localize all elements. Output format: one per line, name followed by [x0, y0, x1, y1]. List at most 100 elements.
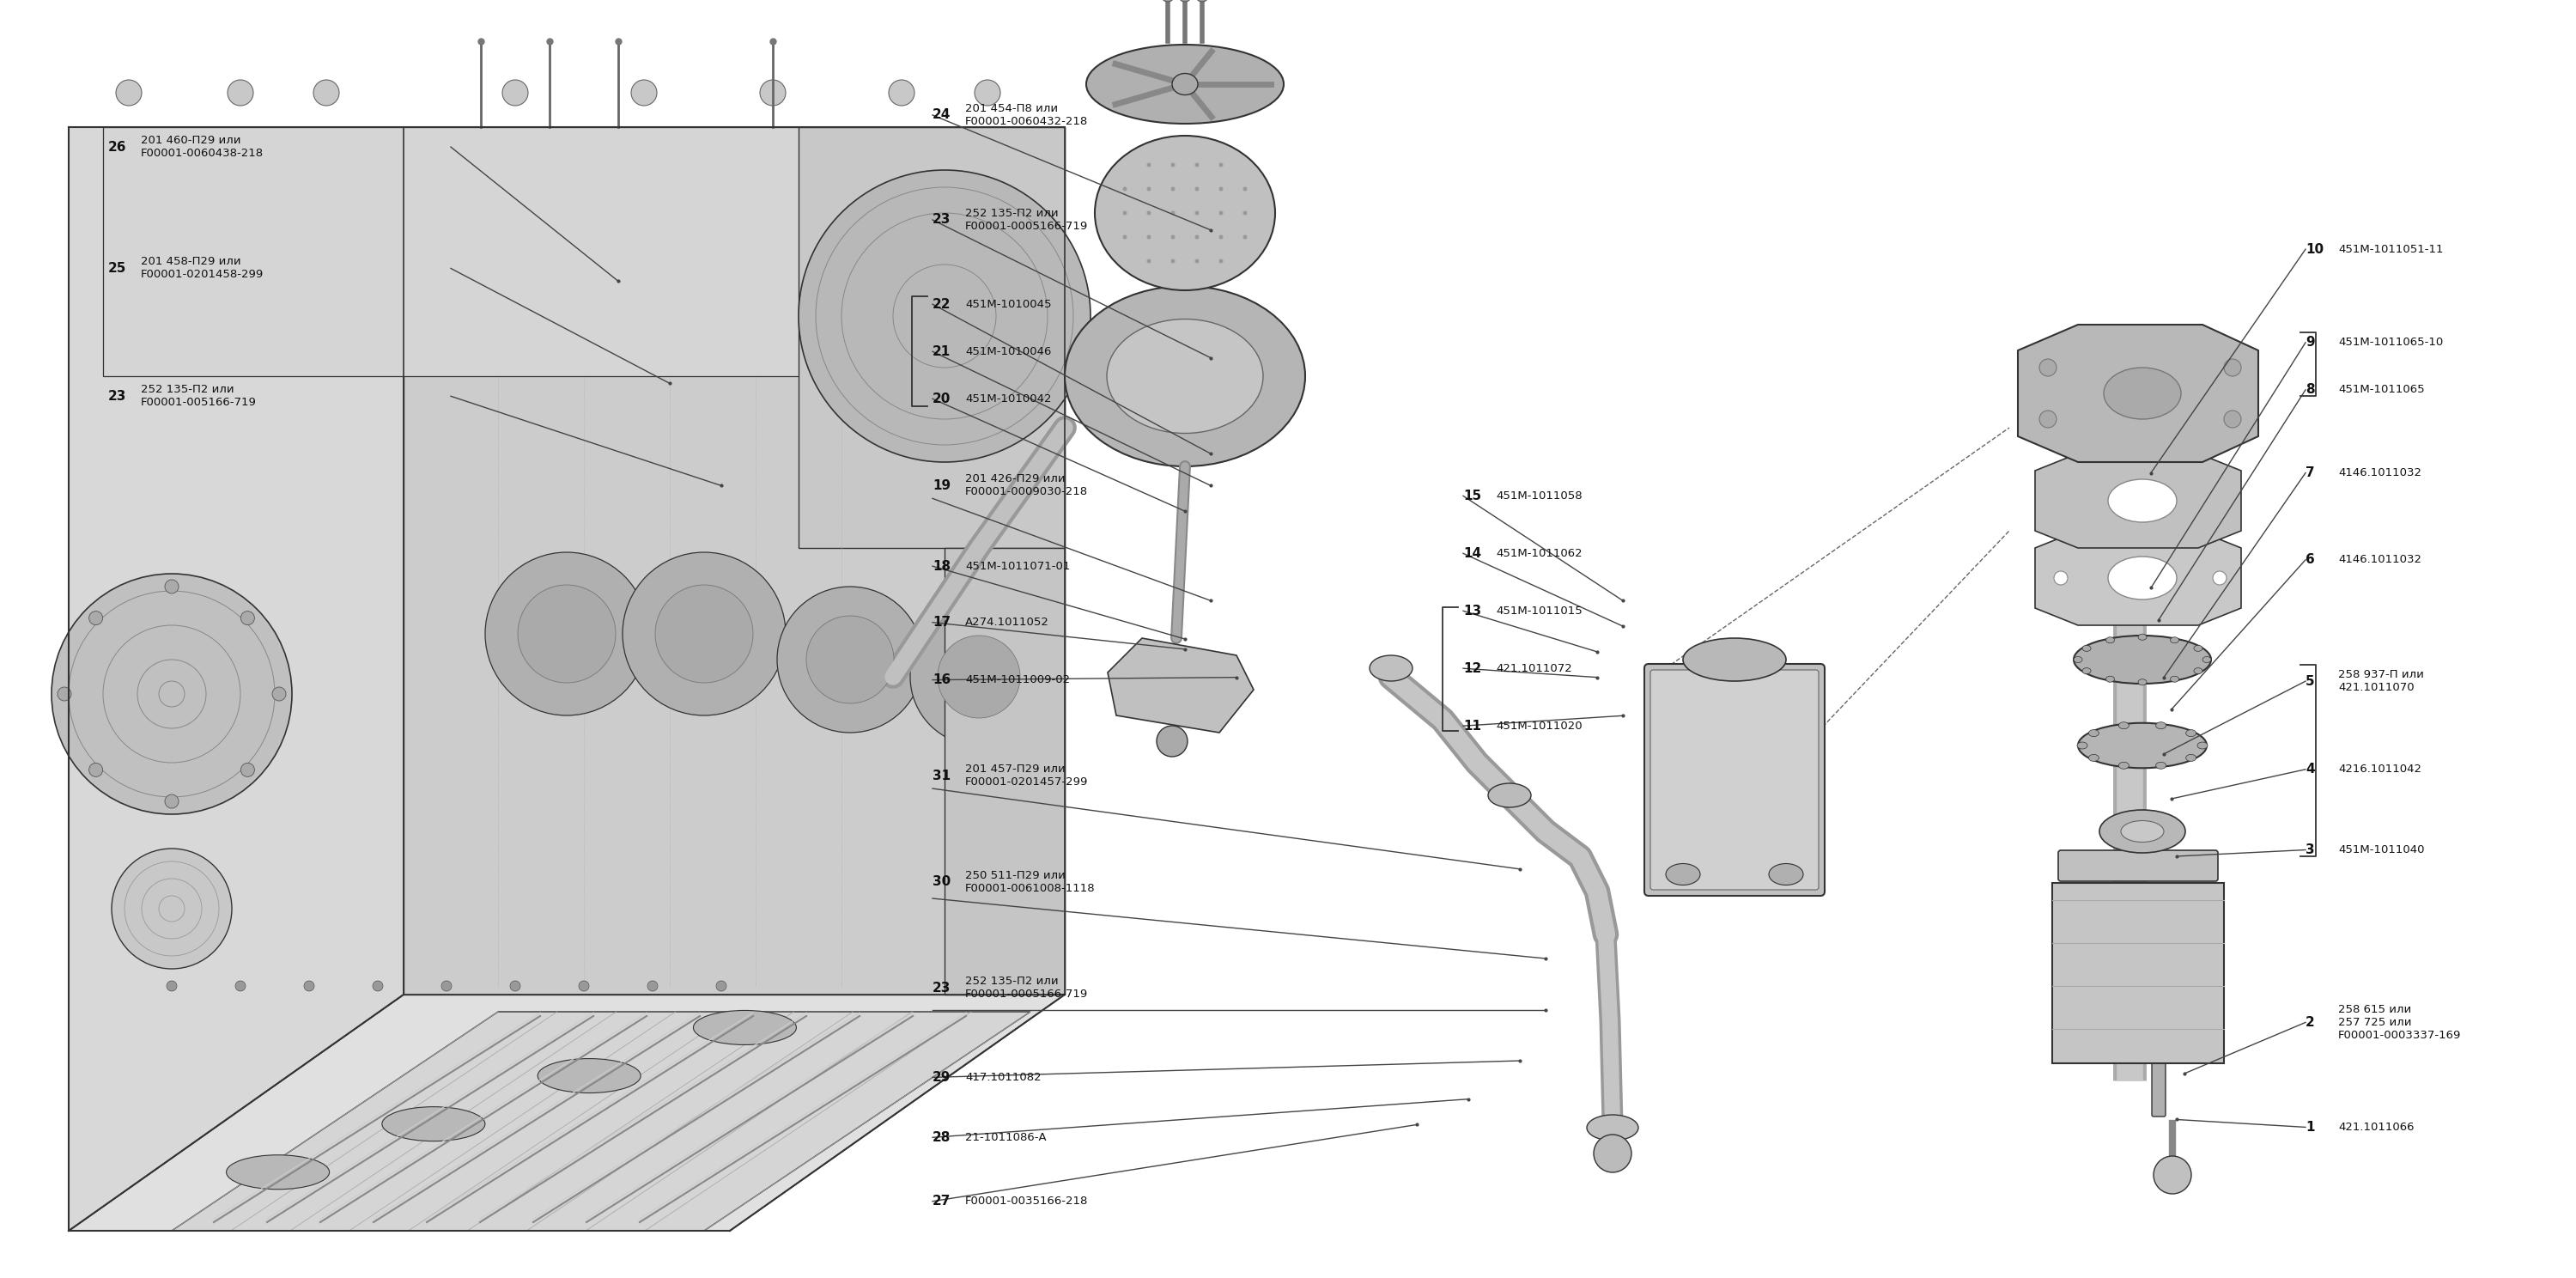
Text: 451М-1010046: 451М-1010046	[966, 346, 1051, 357]
Text: 451М-1011015: 451М-1011015	[1497, 606, 1582, 616]
Circle shape	[90, 611, 103, 625]
Circle shape	[484, 552, 649, 716]
Text: 421.1011072: 421.1011072	[1497, 663, 1571, 674]
Circle shape	[1146, 187, 1151, 192]
Circle shape	[1146, 235, 1151, 239]
Text: 451М-1010045: 451М-1010045	[966, 299, 1051, 309]
Circle shape	[374, 980, 384, 992]
Polygon shape	[2017, 325, 2259, 463]
Text: 9: 9	[2306, 336, 2316, 349]
Text: 23: 23	[108, 390, 126, 403]
Text: 19: 19	[933, 479, 951, 492]
Text: 12: 12	[1463, 662, 1481, 675]
Ellipse shape	[1087, 45, 1283, 124]
Ellipse shape	[2117, 722, 2128, 728]
Text: 30: 30	[933, 875, 951, 888]
Circle shape	[1123, 211, 1128, 215]
Text: 451М-1011065-10: 451М-1011065-10	[2339, 337, 2442, 348]
Text: 20: 20	[933, 392, 951, 405]
Circle shape	[623, 552, 786, 716]
Circle shape	[1146, 259, 1151, 263]
Circle shape	[2040, 410, 2056, 428]
Circle shape	[1195, 211, 1200, 215]
Text: 250 511-П29 или
F00001-0061008-1118: 250 511-П29 или F00001-0061008-1118	[966, 870, 1095, 893]
Ellipse shape	[1095, 135, 1275, 290]
Circle shape	[1595, 1135, 1631, 1172]
Circle shape	[1195, 187, 1200, 192]
Circle shape	[799, 170, 1090, 463]
Circle shape	[304, 980, 314, 992]
Ellipse shape	[1667, 864, 1700, 886]
Polygon shape	[799, 127, 1064, 548]
Polygon shape	[1108, 638, 1255, 732]
Text: 26: 26	[108, 141, 126, 153]
Text: 4: 4	[2306, 763, 2316, 776]
Text: 4146.1011032: 4146.1011032	[2339, 468, 2421, 478]
Text: 451М-1010042: 451М-1010042	[966, 394, 1051, 404]
Text: 18: 18	[933, 560, 951, 573]
Ellipse shape	[1108, 320, 1262, 433]
Circle shape	[518, 585, 616, 682]
Circle shape	[240, 763, 255, 777]
Ellipse shape	[693, 1011, 796, 1045]
Text: F00001-0035166-218: F00001-0035166-218	[966, 1196, 1087, 1206]
Ellipse shape	[2074, 635, 2210, 684]
Circle shape	[167, 980, 178, 992]
Ellipse shape	[2107, 676, 2115, 682]
Circle shape	[806, 616, 894, 703]
Circle shape	[165, 795, 178, 808]
Text: 1: 1	[2306, 1121, 2313, 1134]
Text: 29: 29	[933, 1071, 951, 1084]
Ellipse shape	[2187, 730, 2197, 736]
Circle shape	[1170, 259, 1175, 263]
Ellipse shape	[2169, 676, 2179, 682]
Text: 21: 21	[933, 345, 951, 358]
Circle shape	[1170, 211, 1175, 215]
Ellipse shape	[2107, 636, 2115, 643]
Text: 27: 27	[933, 1195, 951, 1208]
Text: 201 454-П8 или
F00001-0060432-218: 201 454-П8 или F00001-0060432-218	[966, 104, 1087, 127]
Circle shape	[2223, 359, 2241, 376]
Circle shape	[57, 688, 72, 700]
Ellipse shape	[2081, 668, 2092, 674]
Circle shape	[1218, 259, 1224, 263]
Ellipse shape	[2156, 762, 2166, 769]
Text: 8: 8	[2306, 383, 2316, 396]
Circle shape	[440, 980, 451, 992]
Text: 201 426-П29 или
F00001-0009030-218: 201 426-П29 или F00001-0009030-218	[966, 474, 1087, 497]
Text: 258 615 или
257 725 или
F00001-0003337-169: 258 615 или 257 725 или F00001-0003337-1…	[2339, 1005, 2460, 1040]
Ellipse shape	[2197, 743, 2208, 749]
Circle shape	[647, 980, 657, 992]
Ellipse shape	[381, 1107, 484, 1141]
Text: 5: 5	[2306, 675, 2316, 688]
Ellipse shape	[2079, 723, 2208, 768]
Text: 252 135-П2 или
F00001-005166-719: 252 135-П2 или F00001-005166-719	[142, 385, 258, 408]
Text: А274.1011052: А274.1011052	[966, 617, 1048, 627]
FancyBboxPatch shape	[1651, 670, 1819, 889]
Polygon shape	[945, 548, 1064, 994]
Text: 451М-1011058: 451М-1011058	[1497, 491, 1582, 501]
FancyBboxPatch shape	[2151, 1062, 2166, 1117]
Circle shape	[1170, 187, 1175, 192]
Ellipse shape	[2105, 368, 2182, 419]
Text: 13: 13	[1463, 604, 1481, 617]
Polygon shape	[103, 127, 1056, 376]
Ellipse shape	[1172, 73, 1198, 95]
Circle shape	[580, 980, 590, 992]
Circle shape	[760, 81, 786, 106]
Circle shape	[1123, 235, 1128, 239]
Text: 201 458-П29 или
F00001-0201458-299: 201 458-П29 или F00001-0201458-299	[142, 257, 263, 280]
Text: 4146.1011032: 4146.1011032	[2339, 555, 2421, 565]
Polygon shape	[2035, 530, 2241, 625]
Ellipse shape	[1370, 656, 1412, 681]
Circle shape	[974, 81, 999, 106]
Circle shape	[778, 587, 922, 732]
Ellipse shape	[2169, 636, 2179, 643]
Circle shape	[1218, 187, 1224, 192]
Ellipse shape	[2156, 722, 2166, 728]
Circle shape	[227, 81, 252, 106]
Text: 201 460-П29 или
F00001-0060438-218: 201 460-П29 или F00001-0060438-218	[142, 135, 263, 158]
Circle shape	[938, 635, 1020, 718]
Polygon shape	[173, 1012, 1030, 1231]
Ellipse shape	[2138, 679, 2146, 685]
